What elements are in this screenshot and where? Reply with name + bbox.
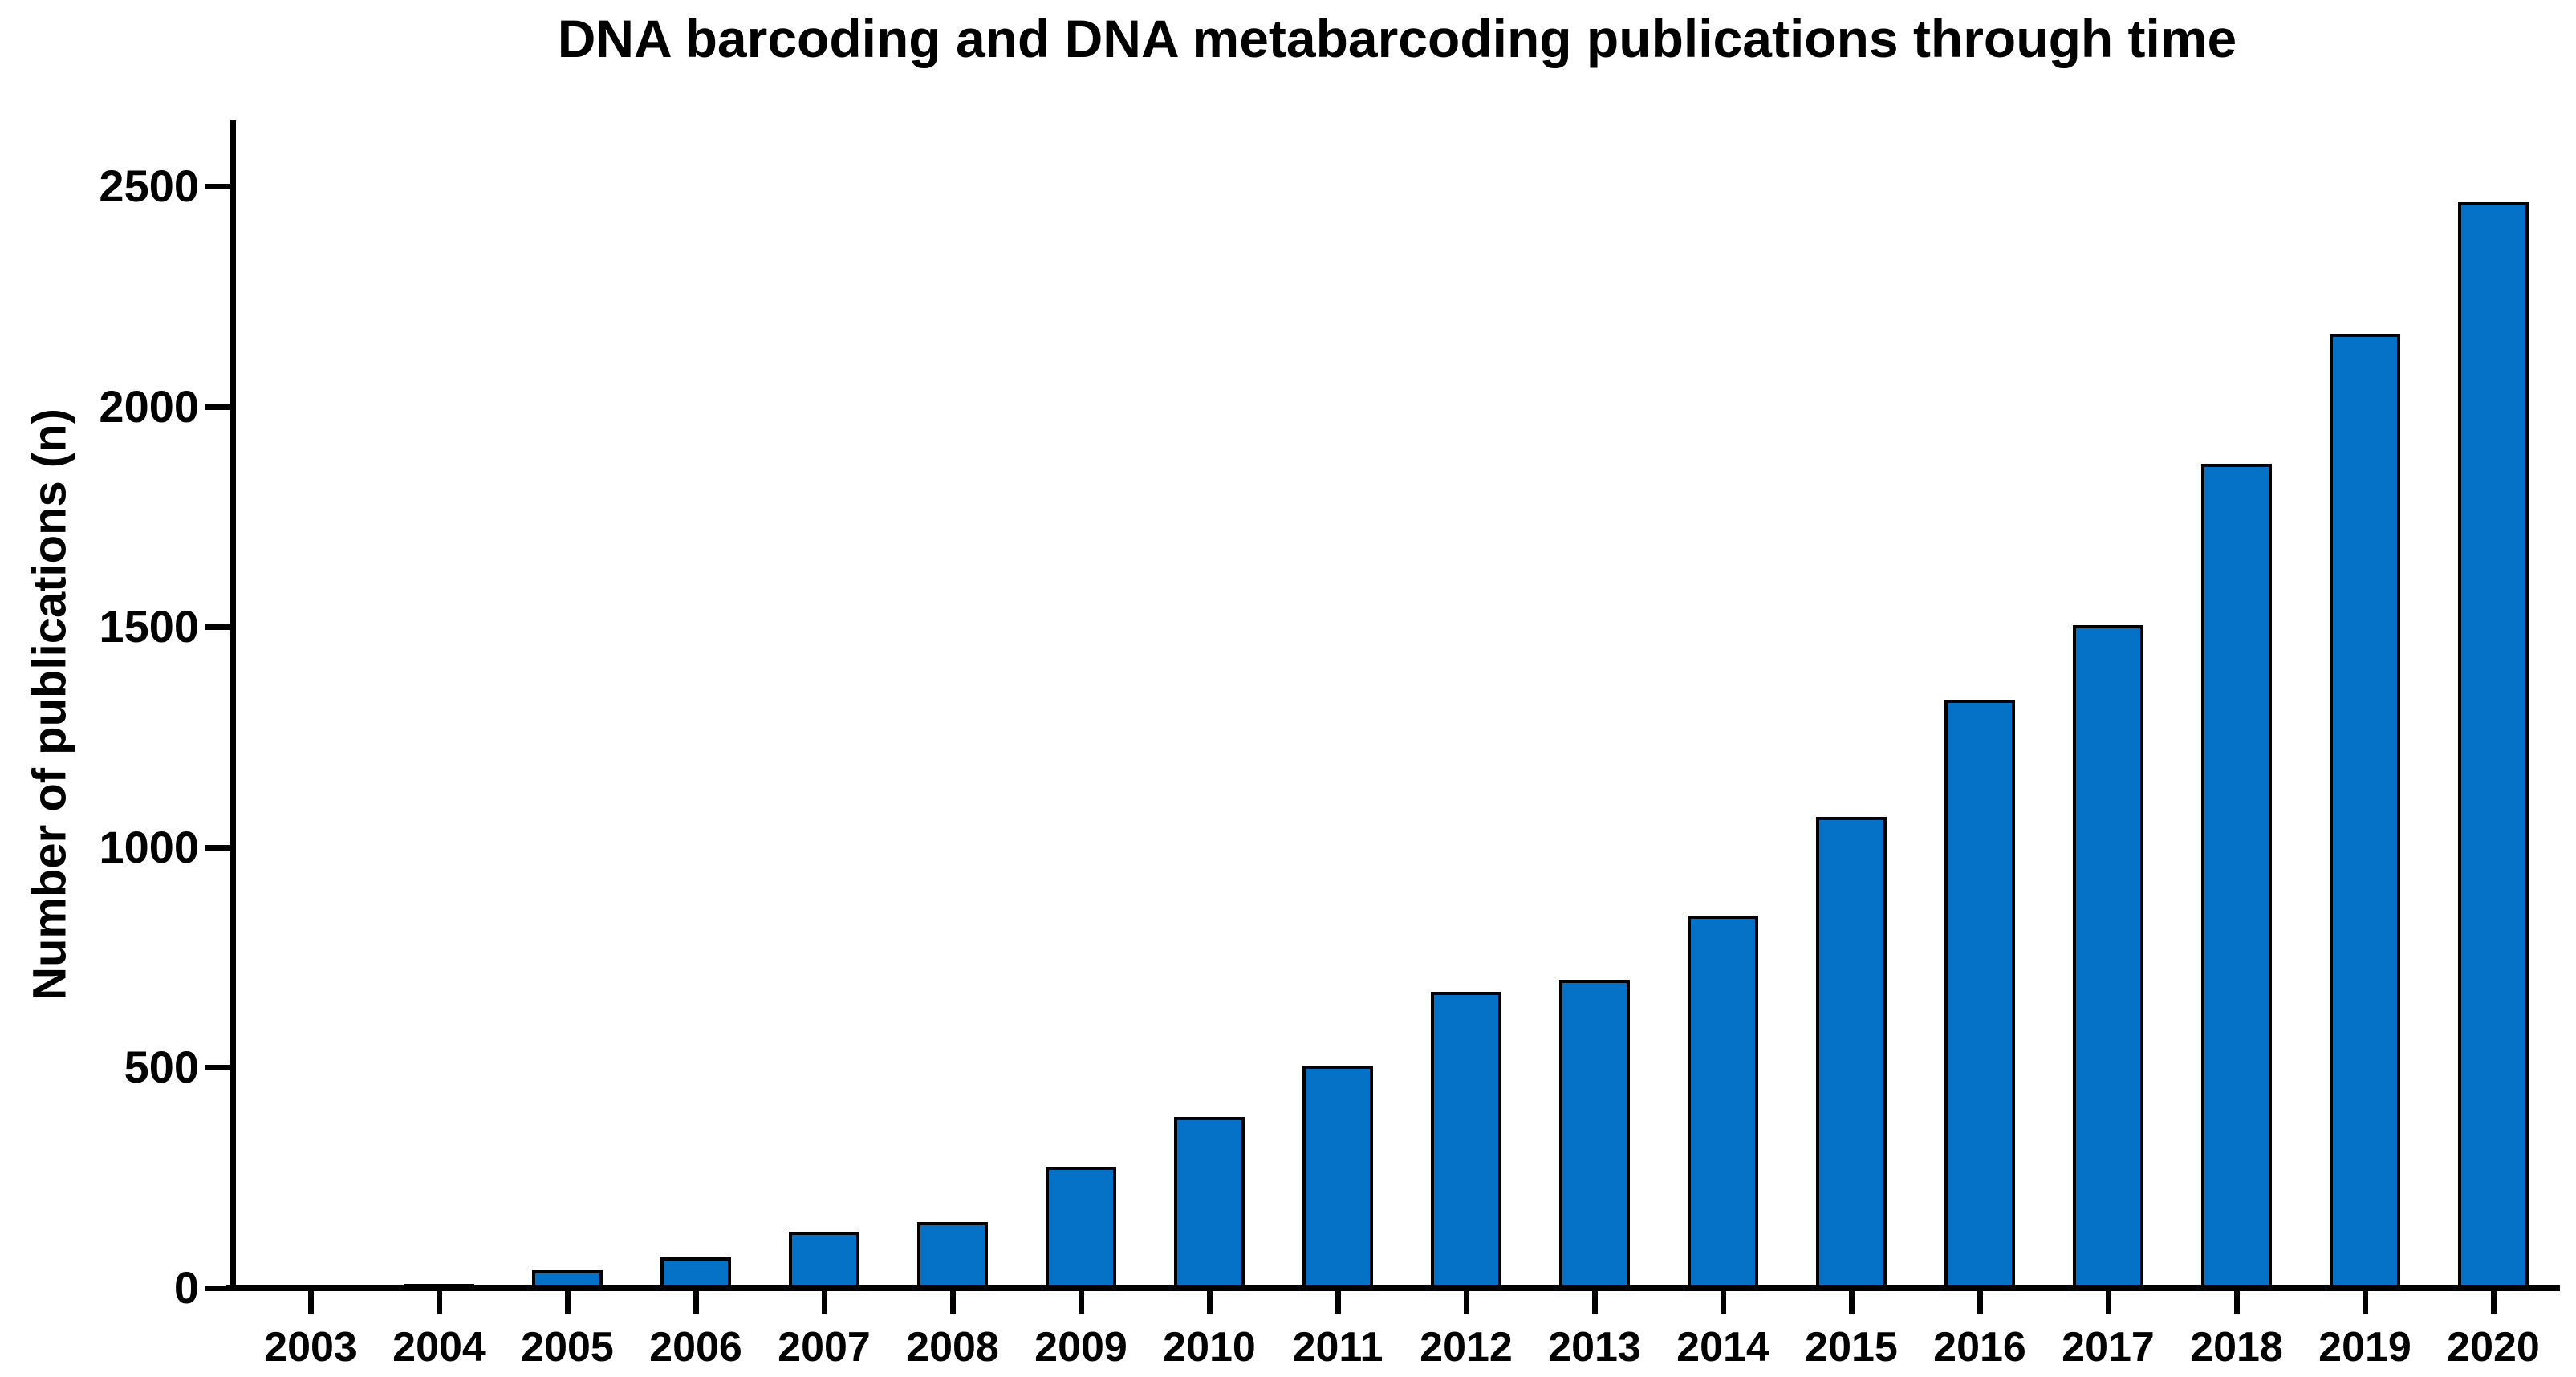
bar-2009 bbox=[1046, 1167, 1116, 1288]
x-tick-label-2010: 2010 bbox=[1163, 1324, 1256, 1371]
x-tick-label-2009: 2009 bbox=[1034, 1324, 1128, 1371]
x-axis-line bbox=[226, 1285, 2560, 1291]
x-tick-label-2007: 2007 bbox=[778, 1324, 871, 1371]
x-tick-label-2015: 2015 bbox=[1805, 1324, 1898, 1371]
x-tick-label-2011: 2011 bbox=[1292, 1324, 1383, 1371]
bar-2018 bbox=[2201, 464, 2272, 1288]
x-tick-label-2005: 2005 bbox=[521, 1324, 614, 1371]
x-tick-label-2003: 2003 bbox=[264, 1324, 357, 1371]
bar-2004 bbox=[404, 1284, 474, 1290]
x-tick-2017 bbox=[2106, 1291, 2111, 1314]
bar-2019 bbox=[2330, 334, 2400, 1288]
x-tick-2012 bbox=[1464, 1291, 1469, 1314]
chart-title: DNA barcoding and DNA metabarcoding publ… bbox=[557, 9, 2237, 68]
x-tick-label-2008: 2008 bbox=[906, 1324, 999, 1371]
bar-2012 bbox=[1431, 992, 1501, 1288]
bar-2016 bbox=[1944, 700, 2015, 1288]
y-tick-2000 bbox=[205, 404, 230, 410]
y-tick-label-500: 500 bbox=[124, 1042, 199, 1092]
x-tick-label-2017: 2017 bbox=[2062, 1324, 2155, 1371]
bar-2015 bbox=[1816, 817, 1887, 1288]
x-tick-label-2012: 2012 bbox=[1420, 1324, 1513, 1371]
x-tick-label-2013: 2013 bbox=[1548, 1324, 1641, 1371]
bar-2014 bbox=[1688, 916, 1758, 1288]
x-tick-label-2019: 2019 bbox=[2318, 1324, 2411, 1371]
y-tick-label-2000: 2000 bbox=[99, 381, 199, 432]
bar-2020 bbox=[2458, 202, 2529, 1288]
y-tick-label-1000: 1000 bbox=[99, 822, 199, 872]
y-axis-line bbox=[230, 120, 236, 1291]
x-tick-2009 bbox=[1079, 1291, 1084, 1314]
y-tick-1000 bbox=[205, 845, 230, 851]
bar-2013 bbox=[1559, 980, 1630, 1288]
x-tick-label-2014: 2014 bbox=[1676, 1324, 1769, 1371]
bar-2017 bbox=[2073, 625, 2143, 1288]
y-axis-label: Number of publications (n) bbox=[23, 408, 76, 1001]
x-tick-2015 bbox=[1849, 1291, 1855, 1314]
x-tick-2004 bbox=[437, 1291, 442, 1314]
bar-2010 bbox=[1174, 1117, 1245, 1288]
y-tick-0 bbox=[205, 1286, 230, 1291]
x-tick-label-2018: 2018 bbox=[2190, 1324, 2283, 1371]
bar-2007 bbox=[789, 1232, 859, 1288]
y-tick-label-2500: 2500 bbox=[99, 160, 199, 211]
x-tick-2011 bbox=[1335, 1291, 1341, 1314]
x-tick-label-2020: 2020 bbox=[2447, 1324, 2540, 1371]
y-tick-2500 bbox=[205, 184, 230, 189]
x-tick-2014 bbox=[1721, 1291, 1726, 1314]
bar-2006 bbox=[660, 1257, 731, 1288]
bar-2008 bbox=[917, 1222, 988, 1288]
y-tick-label-0: 0 bbox=[173, 1262, 199, 1313]
x-tick-2020 bbox=[2491, 1291, 2497, 1314]
x-tick-2006 bbox=[693, 1291, 699, 1314]
bar-2005 bbox=[532, 1270, 603, 1288]
x-tick-2008 bbox=[950, 1291, 956, 1314]
x-tick-2013 bbox=[1592, 1291, 1598, 1314]
y-tick-label-1500: 1500 bbox=[99, 601, 199, 652]
x-tick-2016 bbox=[1977, 1291, 1983, 1314]
x-tick-2018 bbox=[2234, 1291, 2240, 1314]
x-tick-2019 bbox=[2363, 1291, 2368, 1314]
y-tick-500 bbox=[205, 1065, 230, 1070]
x-tick-label-2006: 2006 bbox=[649, 1324, 742, 1371]
bar-2003 bbox=[275, 1285, 346, 1291]
x-tick-2005 bbox=[565, 1291, 571, 1314]
x-tick-2003 bbox=[308, 1291, 314, 1314]
x-tick-label-2016: 2016 bbox=[1933, 1324, 2026, 1371]
x-tick-2007 bbox=[822, 1291, 827, 1314]
x-tick-label-2004: 2004 bbox=[392, 1324, 486, 1371]
bar-2011 bbox=[1302, 1066, 1373, 1288]
x-tick-2010 bbox=[1207, 1291, 1213, 1314]
y-tick-1500 bbox=[205, 624, 230, 630]
